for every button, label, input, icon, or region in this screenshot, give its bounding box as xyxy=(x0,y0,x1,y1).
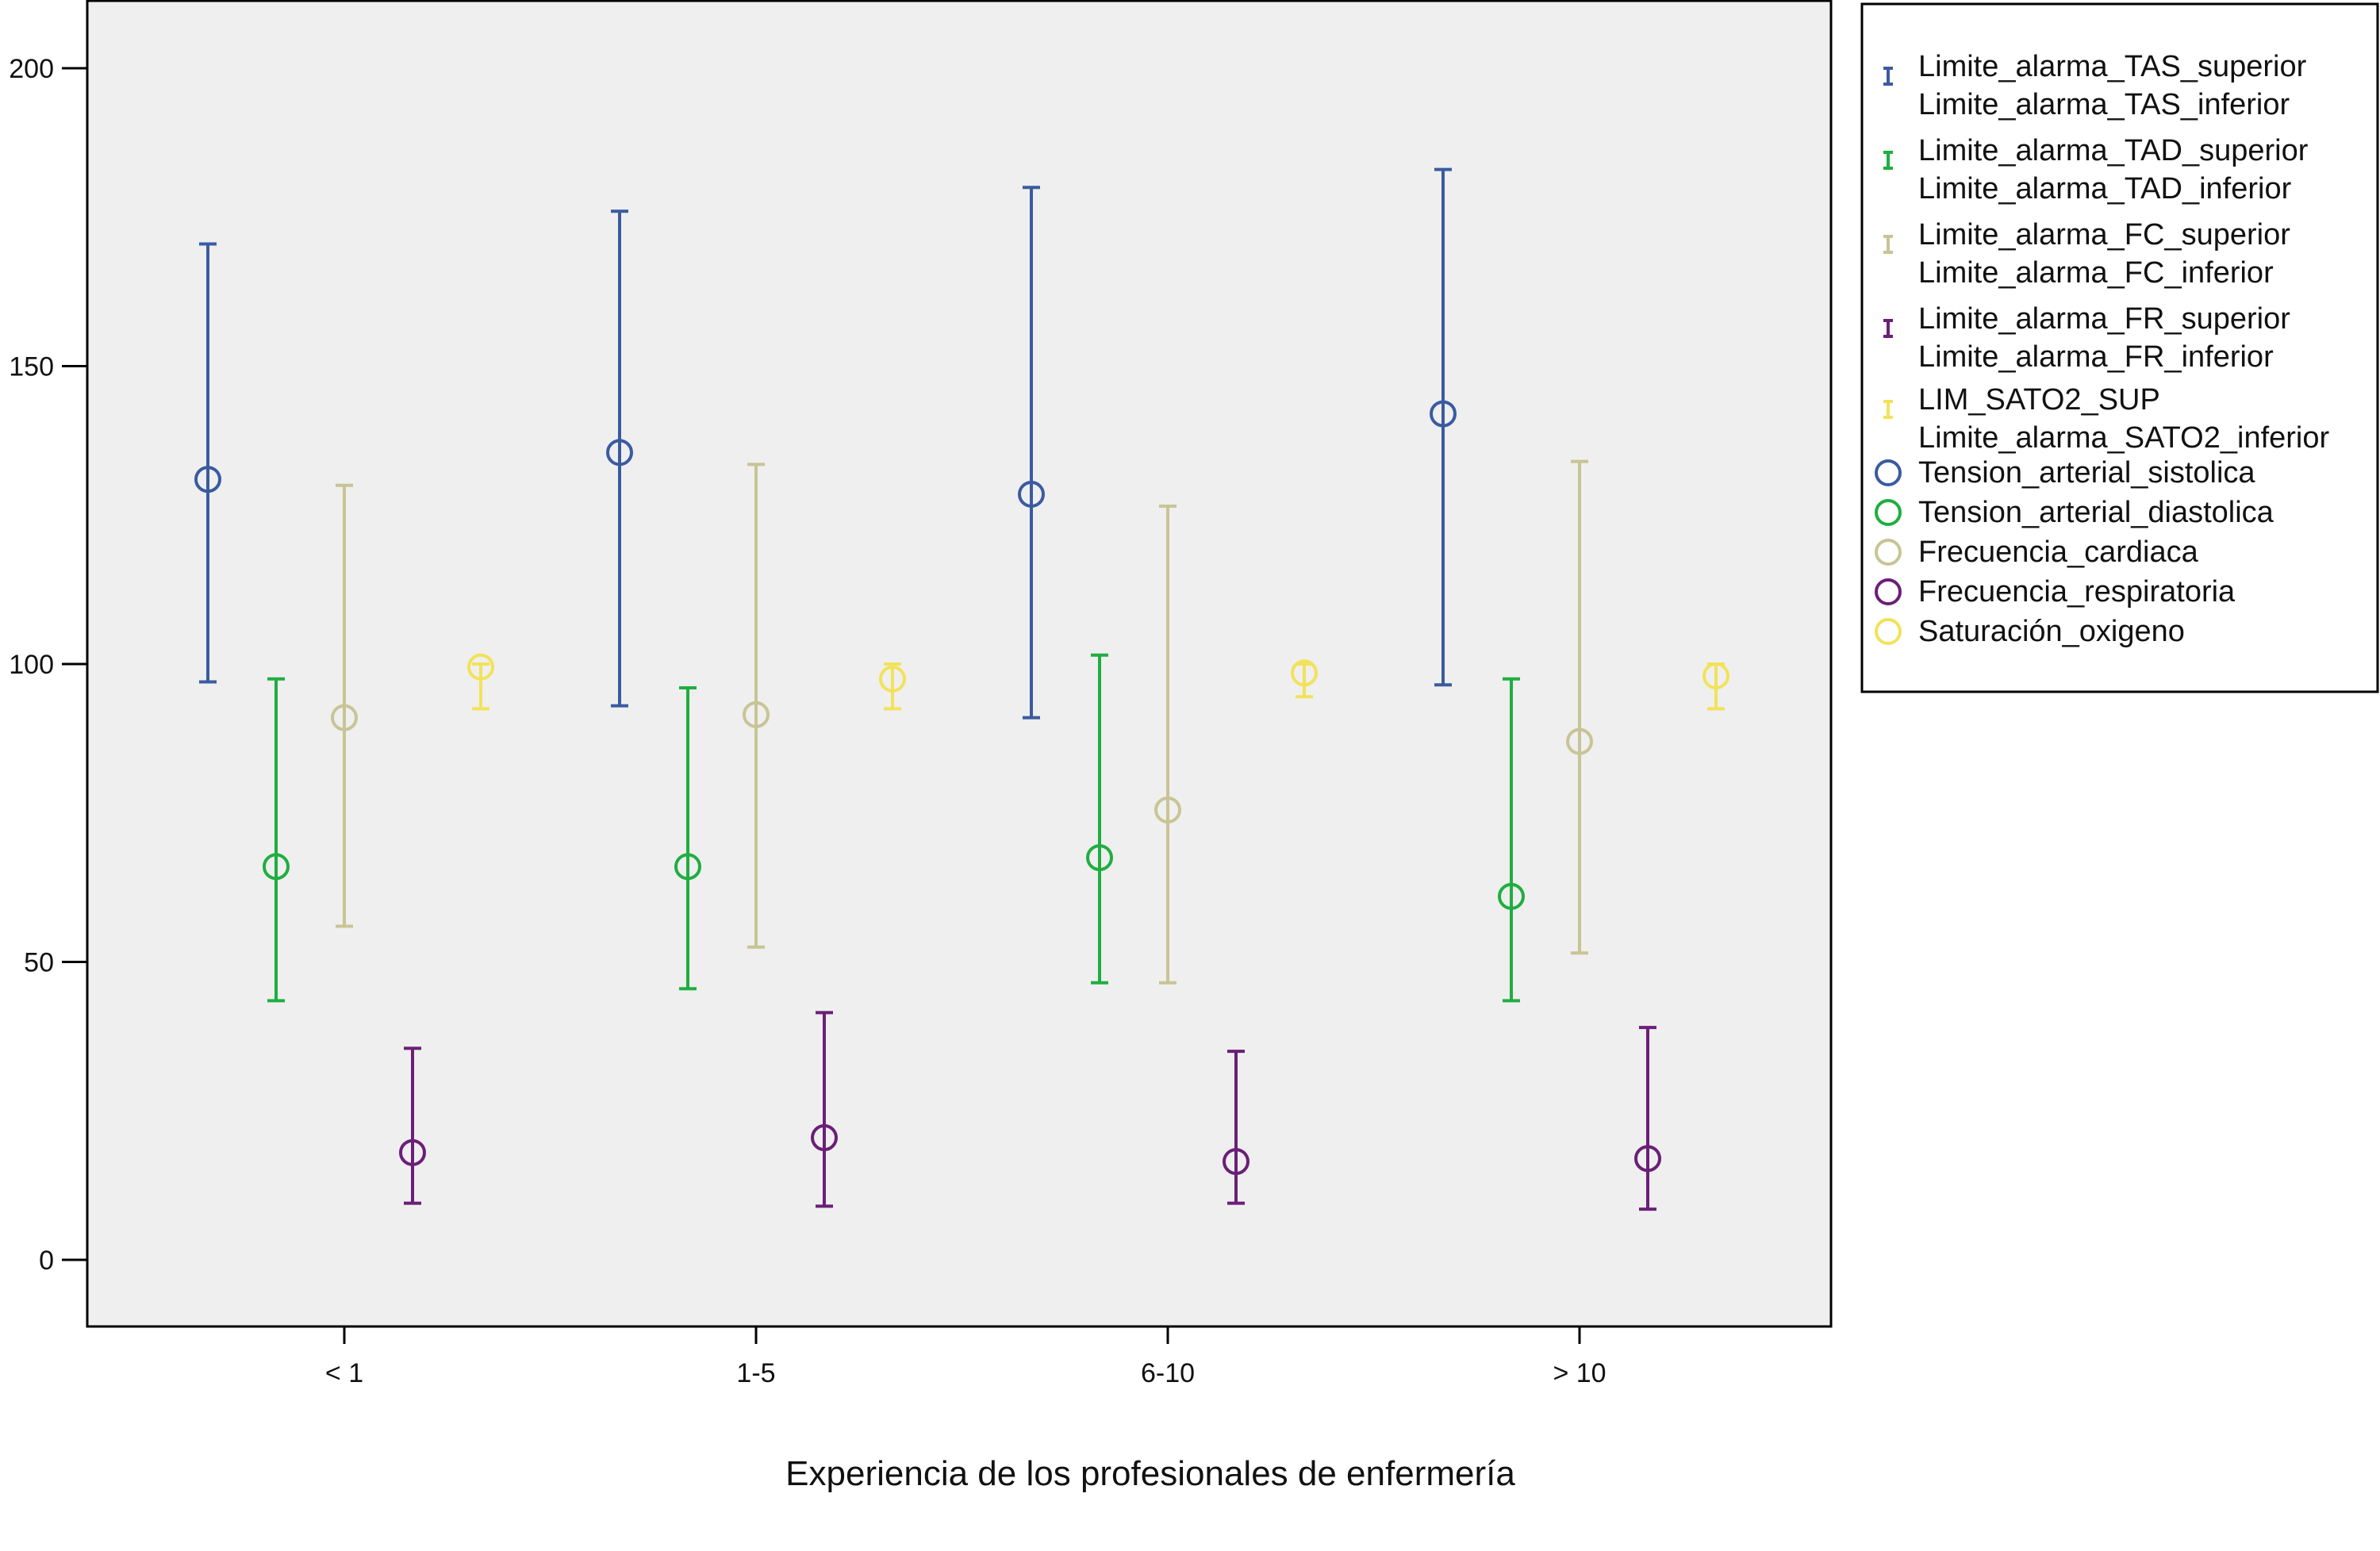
mean-marker-tad-3 xyxy=(1498,882,1525,910)
legend-mean-label-fr: Frecuencia_respiratoria xyxy=(1918,575,2236,608)
legend-mean-icon-fc xyxy=(1875,539,1902,566)
errorbar-fc-2 xyxy=(1159,504,1177,985)
x-tick-label-1: 1-5 xyxy=(736,1358,775,1388)
errorbar-sat-0 xyxy=(472,662,489,711)
y-tick-label-0: 0 xyxy=(39,1246,54,1276)
x-tick-label-2: 6-10 xyxy=(1141,1358,1195,1388)
legend-mean-label-tad: Tension_arterial_diastolica xyxy=(1918,496,2274,529)
mean-marker-tas-2 xyxy=(1018,480,1045,508)
mean-marker-fc-3 xyxy=(1566,728,1593,755)
errorbar-fr-0 xyxy=(404,1046,421,1205)
y-tick-label-100: 100 xyxy=(9,650,54,680)
y-tick-label-150: 150 xyxy=(9,352,54,382)
legend-mean-icon-fr xyxy=(1875,578,1902,605)
plot-area-background xyxy=(86,0,1833,1328)
legend-mean-icon-tad xyxy=(1875,499,1902,526)
y-tick-label-50: 50 xyxy=(24,948,54,978)
y-axis: 0 50 100 150 200 xyxy=(9,54,87,1276)
errorbar-fr-2 xyxy=(1227,1050,1245,1205)
legend-range-upper-tas: Limite_alarma_TAS_superior xyxy=(1918,50,2307,83)
legend-mean-label-tas: Tension_arterial_sistolica xyxy=(1918,456,2255,489)
legend-range-upper-fc: Limite_alarma_FC_superior xyxy=(1918,218,2290,251)
legend: Limite_alarma_TAS_superior Limite_alarma_… xyxy=(1860,2,2379,693)
y-tick-label-200: 200 xyxy=(9,54,54,84)
x-axis: < 1 1-5 6-10 > 10 xyxy=(325,1326,1606,1388)
errorbar-tas-2 xyxy=(1023,186,1040,720)
legend-range-icon-fc xyxy=(1883,235,1893,254)
mean-marker-tad-2 xyxy=(1086,844,1113,872)
errorbar-fr-3 xyxy=(1639,1026,1656,1211)
errorbar-fc-1 xyxy=(747,463,765,949)
errorbar-sat-1 xyxy=(884,662,901,711)
legend-range-upper-tad: Limite_alarma_TAD_superior xyxy=(1918,134,2309,167)
errorbar-tas-1 xyxy=(611,209,628,708)
errorbar-tad-0 xyxy=(267,677,285,1003)
legend-mean-label-fc: Frecuencia_cardiaca xyxy=(1918,536,2199,569)
legend-mean-icon-sat xyxy=(1875,618,1902,645)
mean-marker-tas-3 xyxy=(1430,400,1457,428)
mean-marker-fc-1 xyxy=(743,701,770,728)
legend-range-lower-tad: Limite_alarma_TAD_inferior xyxy=(1918,172,2292,205)
legend-range-lower-fr: Limite_alarma_FR_inferior xyxy=(1918,340,2274,374)
x-tick-label-0: < 1 xyxy=(325,1358,363,1388)
chart-marks xyxy=(194,167,1729,1211)
mean-marker-tad-0 xyxy=(263,853,290,881)
legend-range-icon-sat xyxy=(1883,400,1893,419)
legend-range-lower-sat: Limite_alarma_SATO2_inferior xyxy=(1918,421,2330,455)
x-tick-label-3: > 10 xyxy=(1553,1358,1606,1388)
legend-range-icon-fr xyxy=(1883,319,1893,338)
mean-marker-fr-3 xyxy=(1634,1145,1661,1173)
mean-marker-fr-2 xyxy=(1223,1148,1250,1176)
legend-range-upper-fr: Limite_alarma_FR_superior xyxy=(1918,302,2290,336)
mean-marker-sat-1 xyxy=(879,665,906,693)
mean-marker-sat-3 xyxy=(1702,662,1729,690)
errorbar-tad-1 xyxy=(679,686,697,991)
errorbar-fc-3 xyxy=(1571,459,1588,955)
mean-marker-tas-1 xyxy=(606,439,633,466)
mean-marker-sat-2 xyxy=(1291,659,1318,687)
errorbar-tad-3 xyxy=(1503,677,1520,1003)
legend-range-lower-tas: Limite_alarma_TAS_inferior xyxy=(1918,88,2290,121)
mean-marker-fc-2 xyxy=(1154,796,1181,823)
x-axis-title: Experiencia de los profesionales de enfe… xyxy=(785,1454,1515,1493)
mean-marker-fr-1 xyxy=(811,1124,838,1152)
errorbar-tad-2 xyxy=(1091,653,1108,985)
errorbar-fr-1 xyxy=(816,1011,833,1208)
mean-marker-sat-0 xyxy=(467,653,494,681)
legend-range-upper-sat: LIM_SATO2_SUP xyxy=(1918,383,2160,417)
mean-marker-tad-1 xyxy=(674,853,701,881)
errorbar-tas-0 xyxy=(199,242,217,684)
legend-mean-icon-tas xyxy=(1875,459,1902,486)
legend-mean-label-sat: Saturación_oxigeno xyxy=(1918,615,2185,648)
mean-marker-fr-0 xyxy=(399,1138,426,1166)
legend-box xyxy=(1860,2,2379,693)
mean-marker-fc-0 xyxy=(331,704,358,731)
legend-range-lower-fc: Limite_alarma_FC_inferior xyxy=(1918,256,2274,290)
legend-range-icon-tas xyxy=(1883,67,1893,86)
mean-marker-tas-0 xyxy=(194,466,221,493)
legend-range-icon-tad xyxy=(1883,151,1893,170)
